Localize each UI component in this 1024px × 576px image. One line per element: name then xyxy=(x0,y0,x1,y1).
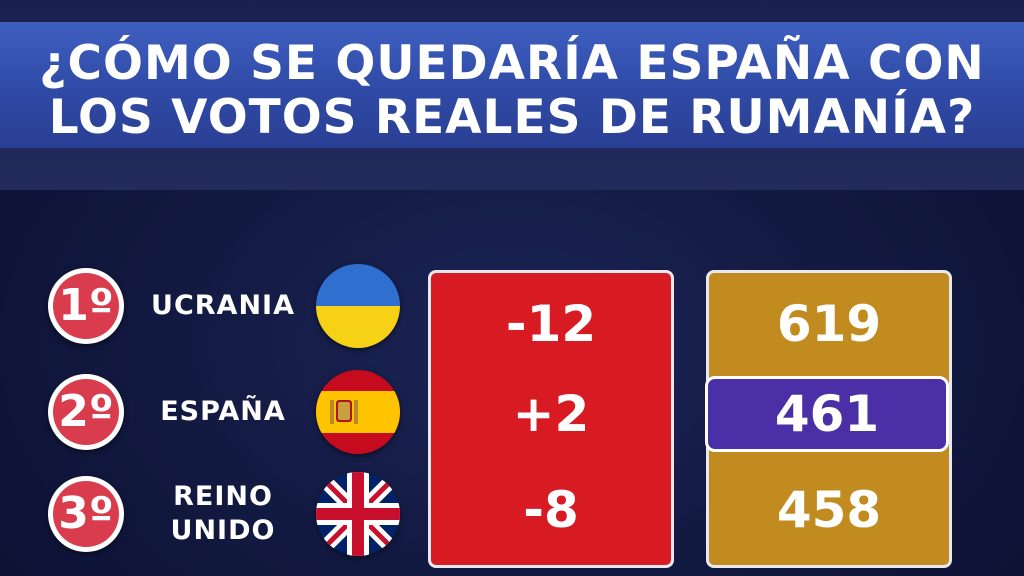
rank-badge: 1º xyxy=(48,268,124,344)
country-name-line-2: UNIDO xyxy=(170,515,276,546)
rank-label: 3º xyxy=(53,481,119,547)
ranking-row-1: 1º UCRANIA xyxy=(40,264,410,350)
change-value-3: -8 xyxy=(523,481,579,539)
ranking-row-3: 3º REINO UNIDO xyxy=(40,472,410,558)
country-name: ESPAÑA xyxy=(160,396,286,427)
change-panel xyxy=(428,270,674,568)
title-line-2: LOS VOTOS REALES DE RUMANÍA? xyxy=(48,90,976,145)
country-name: UCRANIA xyxy=(151,290,295,321)
rank-badge: 2º xyxy=(48,374,124,450)
ranking-row-2: 2º ESPAÑA xyxy=(40,370,410,456)
rank-badge: 3º xyxy=(48,476,124,552)
points-value-1: 619 xyxy=(776,295,882,353)
title-line-1: ¿CÓMO SE QUEDARÍA ESPAÑA CON xyxy=(39,36,985,91)
country-name-line-1: REINO xyxy=(173,481,273,512)
title-banner xyxy=(0,22,1024,148)
spain-flag-icon xyxy=(316,370,400,454)
rank-label: 2º xyxy=(53,379,119,445)
change-value-1: -12 xyxy=(505,295,597,353)
change-value-2: +2 xyxy=(512,385,590,443)
rank-label: 1º xyxy=(53,273,119,339)
ukraine-flag-icon xyxy=(316,264,400,348)
highlight-bar xyxy=(705,376,949,452)
points-value-2: 461 xyxy=(774,385,880,443)
united-kingdom-flag-icon xyxy=(316,472,400,556)
points-value-3: 458 xyxy=(776,481,882,539)
